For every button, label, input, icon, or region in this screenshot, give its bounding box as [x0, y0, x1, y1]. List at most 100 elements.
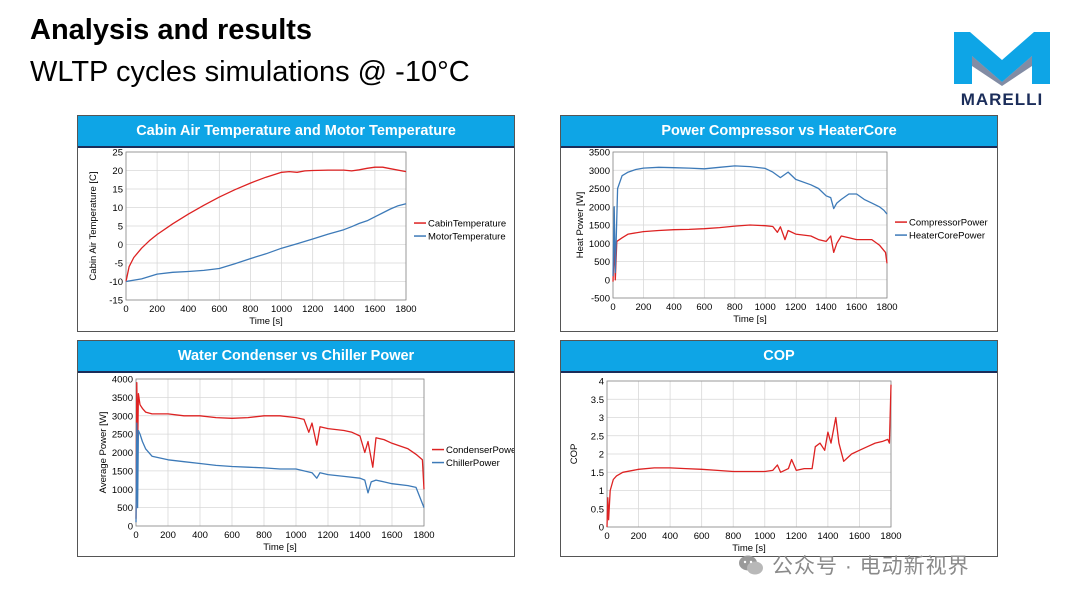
watermark: 公众号 · 电动新视界 [738, 550, 970, 580]
x-tick-label: 200 [636, 302, 652, 313]
y-axis-label: Average Power [W] [98, 412, 109, 494]
y-tick-label: 4000 [112, 375, 133, 386]
y-tick-label: 1000 [589, 239, 610, 250]
y-tick-label: 500 [117, 503, 133, 514]
x-tick-label: 1800 [880, 531, 901, 542]
x-axis-label: Time [s] [249, 316, 282, 327]
slide-title: Analysis and results [30, 14, 313, 46]
y-tick-label: 5 [118, 222, 123, 233]
y-tick-label: 2000 [112, 448, 133, 459]
y-tick-label: 0 [118, 240, 123, 251]
panel-condenser-chiller: Water Condenser vs Chiller Power 0 500 100… [77, 340, 515, 557]
x-tick-label: 200 [631, 531, 647, 542]
x-tick-label: 1600 [381, 530, 402, 541]
x-tick-label: 1200 [302, 304, 323, 315]
legend-label: CompressorPower [909, 218, 988, 229]
x-tick-label: 800 [243, 304, 259, 315]
chart-cop: 0 0.5 1 1.5 2 2.5 3 3.5 4 0 200 400 600 800 1000 1200 14… [569, 377, 902, 555]
legend-label: CabinTemperature [428, 219, 506, 230]
panel-title: Cabin Air Temperature and Motor Temperat… [78, 116, 514, 148]
x-axis-label: Time [s] [263, 542, 296, 553]
x-tick-label: 400 [192, 530, 208, 541]
x-tick-label: 600 [694, 531, 710, 542]
panel-title: COP [561, 341, 997, 373]
y-tick-label: -15 [109, 296, 123, 307]
x-tick-label: 1400 [817, 531, 838, 542]
y-tick-label: 1.5 [591, 468, 604, 479]
x-tick-label: 400 [666, 302, 682, 313]
x-axis-label: Time [s] [732, 543, 765, 554]
panel-compressor-heatercore: Power Compressor vs HeaterCore -500 0 500 1… [560, 115, 998, 332]
y-tick-label: 10 [112, 203, 123, 214]
y-tick-label: 500 [594, 257, 610, 268]
x-tick-label: 1200 [317, 530, 338, 541]
panel-title: Power Compressor vs HeaterCore [561, 116, 997, 148]
y-tick-label: 2500 [589, 184, 610, 195]
y-tick-label: 3000 [589, 166, 610, 177]
y-tick-label: 3 [599, 413, 604, 424]
x-axis-label: Time [s] [733, 314, 766, 325]
panel-title: Water Condenser vs Chiller Power [78, 341, 514, 373]
series-line-COP [606, 384, 892, 528]
y-tick-label: 2500 [112, 430, 133, 441]
y-tick-label: 1000 [112, 485, 133, 496]
slide-subtitle: WLTP cycles simulations @ -10°C [30, 56, 470, 88]
x-tick-label: 1800 [413, 530, 434, 541]
plot-frame [612, 151, 888, 299]
logo-text: MARELLI [960, 90, 1044, 109]
x-tick-label: 1000 [285, 530, 306, 541]
marelli-logo: MARELLI [950, 28, 1054, 112]
y-axis-label: COP [569, 444, 580, 465]
series-line-CompressorPower [612, 224, 888, 282]
y-tick-label: -10 [109, 277, 123, 288]
x-tick-label: 0 [610, 302, 615, 313]
legend-label: CondenserPower [446, 445, 514, 456]
x-tick-label: 1800 [395, 304, 416, 315]
x-tick-label: 600 [696, 302, 712, 313]
x-tick-label: 800 [725, 531, 741, 542]
chart-condenser-chiller: 0 500 1000 1500 2000 2500 3000 3500 4000 0 200 400 6… [98, 375, 514, 554]
y-tick-label: 4 [599, 377, 604, 388]
x-tick-label: 1200 [785, 302, 806, 313]
x-tick-label: 0 [123, 304, 128, 315]
y-tick-label: 1500 [589, 221, 610, 232]
watermark-text: 公众号 · 电动新视界 [772, 555, 970, 578]
x-tick-label: 800 [256, 530, 272, 541]
y-tick-label: 2.5 [591, 431, 604, 442]
y-tick-label: 3000 [112, 411, 133, 422]
plot-frame [606, 380, 892, 528]
legend-label: HeaterCorePower [909, 231, 985, 242]
y-tick-label: 25 [112, 148, 123, 159]
y-tick-label: 0 [128, 522, 133, 533]
series-line-MotorTemperature [125, 203, 407, 283]
y-tick-label: 3.5 [591, 395, 604, 406]
y-tick-label: 0 [605, 275, 610, 286]
x-tick-label: 1600 [364, 304, 385, 315]
y-tick-label: 15 [112, 185, 123, 196]
y-tick-label: -500 [591, 294, 610, 305]
wechat-icon [739, 555, 763, 575]
y-tick-label: 0 [599, 523, 604, 534]
panel-cop: COP 0 0.5 1 1.5 2 2.5 3 3.5 4 0 200 400 600 800 1000 12… [560, 340, 998, 557]
x-tick-label: 600 [211, 304, 227, 315]
panel-cabin-motor-temperature: Cabin Air Temperature and Motor Temperat… [77, 115, 515, 332]
y-tick-label: 0.5 [591, 504, 604, 515]
x-tick-label: 400 [180, 304, 196, 315]
x-tick-label: 200 [160, 530, 176, 541]
y-axis-label: Cabin Air Temperature [C] [88, 171, 99, 280]
x-tick-label: 600 [224, 530, 240, 541]
y-tick-label: 3500 [589, 148, 610, 159]
x-tick-label: 400 [662, 531, 678, 542]
chart-cabin-motor-temperature: -15 -10 -5 0 5 10 15 20 25 0 200 400 600 800 1000 1200 1… [88, 148, 506, 327]
series-line-HeaterCorePower [612, 165, 888, 277]
y-tick-label: -5 [115, 259, 123, 270]
x-tick-label: 200 [149, 304, 165, 315]
y-tick-label: 3500 [112, 393, 133, 404]
x-tick-label: 1000 [271, 304, 292, 315]
x-tick-label: 1800 [876, 302, 897, 313]
x-tick-label: 1600 [849, 531, 870, 542]
y-tick-label: 1 [599, 486, 604, 497]
y-axis-label: Heat Power [W] [575, 192, 586, 259]
legend-label: ChillerPower [446, 458, 500, 469]
